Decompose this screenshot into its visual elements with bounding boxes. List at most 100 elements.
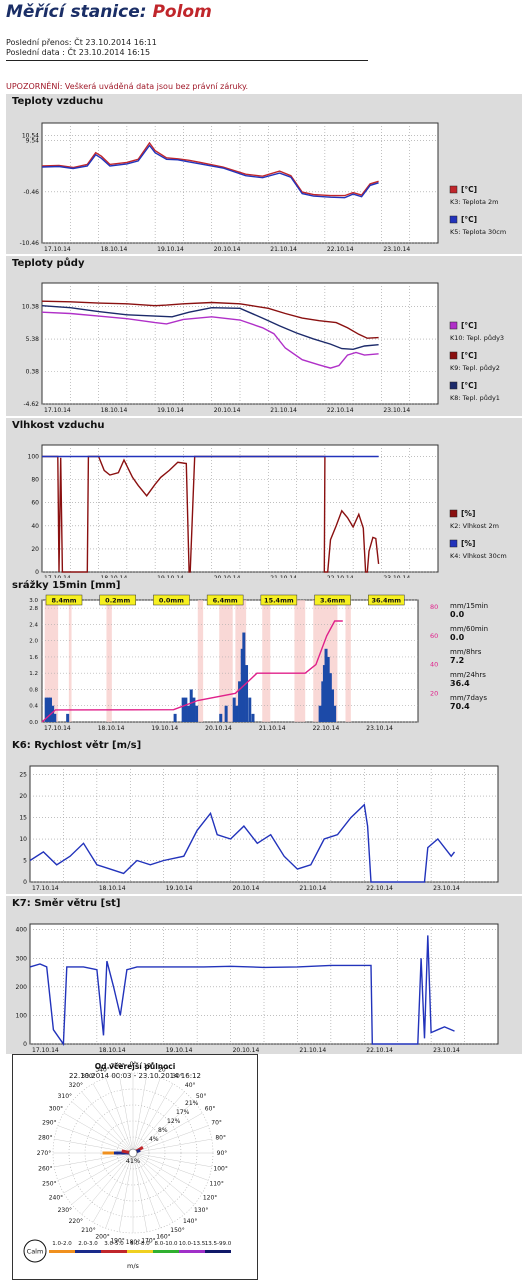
- y-tick-label: 0.0: [29, 720, 38, 726]
- ring-label: 12%: [167, 1118, 181, 1125]
- panel-title: K7: Směr větru [st]: [12, 898, 121, 909]
- calm-label: Calm: [27, 1248, 44, 1256]
- direction-label: 320°: [69, 1082, 83, 1089]
- precip-bar: [240, 648, 244, 722]
- x-tick-label: 22.10.14: [327, 575, 354, 578]
- rose-spoke: [132, 1152, 185, 1215]
- series-line-2: [41, 305, 379, 351]
- direction-label: 30°: [172, 1073, 183, 1080]
- x-tick-label: 18.10.14: [101, 407, 128, 414]
- speed-unit-label: m/s: [127, 1262, 140, 1270]
- direction-label: 230°: [58, 1207, 72, 1214]
- direction-label: 310°: [58, 1093, 72, 1100]
- rose-subtitle: 22.10.2014 00:03 - 23.10.2014 16:12: [69, 1072, 201, 1080]
- direction-label: 90°: [217, 1150, 228, 1157]
- speed-bin-swatch: [75, 1250, 101, 1253]
- panel-title: Vlhkost vzduchu: [12, 420, 105, 431]
- y-tick-label: 15: [19, 815, 27, 822]
- rose-spoke: [54, 1152, 134, 1168]
- x-tick-label: 17.10.14: [44, 725, 71, 732]
- direction-label: 130°: [194, 1207, 208, 1214]
- x-tick-label: 19.10.14: [166, 885, 193, 892]
- stat-label: mm/60min: [450, 625, 488, 633]
- wind-rose-box: Od včerejší půlnoci 22.10.2014 00:03 - 23…: [12, 1054, 258, 1280]
- precip-bar: [224, 705, 228, 722]
- speed-bin-swatch: [179, 1250, 205, 1253]
- daily-total-box: [45, 594, 83, 606]
- speed-bin-swatch: [101, 1250, 127, 1253]
- panel-humidity: Vlhkost vzduchu 17.10.14 18.10.14 19.10.14…: [6, 418, 522, 578]
- rose-spoke: [54, 1138, 134, 1154]
- daily-total-box: [206, 594, 244, 606]
- rain-period-band: [68, 600, 72, 722]
- precip-bar: [251, 713, 255, 722]
- ring-label: 21%: [185, 1100, 199, 1107]
- y-tick-label: 5: [23, 858, 27, 865]
- precip-bar: [318, 705, 322, 722]
- precip-bar: [51, 705, 55, 722]
- legend-unit: [°C]: [461, 321, 477, 330]
- legend-swatch: [449, 215, 458, 224]
- precip-bar: [53, 713, 57, 722]
- precip-bar: [328, 673, 332, 722]
- rain-period-band: [345, 600, 351, 722]
- panel-title: srážky 15min [mm]: [12, 580, 121, 591]
- legend-swatch: [449, 381, 458, 390]
- x-tick-label: 22.10.14: [366, 1047, 393, 1054]
- direction-label: 140°: [183, 1218, 197, 1225]
- x-tick-label: 22.10.14: [327, 407, 354, 414]
- legend-unit: [%]: [461, 539, 475, 548]
- rose-spoke: [57, 1152, 134, 1181]
- panel-soil-temp: Teploty půdy 17.10.14 18.10.14 19.10.14 20.…: [6, 256, 522, 416]
- daily-total-label: 6.4mm: [213, 597, 238, 605]
- rose-spoke: [71, 1152, 134, 1205]
- rose-spoke: [81, 1091, 134, 1154]
- direction-label: 120°: [203, 1195, 217, 1202]
- precip-bar: [66, 713, 70, 722]
- y-tick-label: 3.0: [29, 598, 38, 604]
- wind-speed-chart: 17.10.14 18.10.14 19.10.14 20.10.14 21.10.14…: [19, 765, 499, 892]
- precip-bar: [248, 697, 252, 722]
- x-tick-label: 18.10.14: [101, 246, 128, 253]
- precip-bar: [322, 665, 326, 722]
- precip-bar: [184, 697, 188, 722]
- y-tick-label: 0.38: [26, 369, 40, 376]
- y-tick-label: 10.38: [22, 304, 39, 311]
- legend-label: K8: Tepl. půdy1: [450, 394, 500, 402]
- precip-bar: [324, 648, 328, 722]
- speed-bin-label: 13.5-99.0: [205, 1241, 232, 1247]
- panel-wind-speed: K6: Rychlost větr [m/s] 17.10.14 18.10.14…: [6, 738, 522, 894]
- x-tick-label: 22.10.14: [366, 885, 393, 892]
- y-tick-label: 20: [31, 546, 39, 553]
- rain-period-band: [294, 600, 306, 722]
- speed-bin-swatch: [49, 1250, 75, 1253]
- speed-bin-label: 5.0-8.0: [130, 1241, 150, 1247]
- rose-spoke: [92, 1083, 134, 1154]
- legal-warning: UPOZORNĚNÍ: Veškerá uváděná data jsou be…: [6, 82, 249, 91]
- legend-swatch: [449, 509, 458, 518]
- y-tick-label: 0: [23, 1041, 27, 1048]
- direction-label: 150°: [170, 1227, 184, 1234]
- precip-bar: [173, 713, 177, 722]
- daily-total-label: 8.4mm: [51, 597, 76, 605]
- precip-bar: [235, 705, 239, 722]
- x-tick-label: 18.10.14: [98, 725, 125, 732]
- rose-spoke: [57, 1125, 134, 1154]
- rose-spoke: [71, 1101, 134, 1154]
- rose-spoke: [81, 1152, 134, 1215]
- humidity-chart: 17.10.14 18.10.14 19.10.14 20.10.14 21.10.14…: [28, 444, 507, 578]
- rose-spoke: [118, 1074, 134, 1154]
- y-tick-label: 2.4: [29, 622, 38, 628]
- x-tick-label: 19.10.14: [157, 575, 184, 578]
- y-tick-label: 20: [19, 793, 27, 800]
- rose-spoke: [132, 1152, 174, 1223]
- series-line-1: [41, 300, 379, 339]
- rose-spoke: [132, 1138, 212, 1154]
- y2-tick-label: 20: [430, 689, 438, 697]
- daily-total-box: [153, 594, 190, 606]
- y-tick-label: -4.62: [23, 401, 39, 408]
- y-tick-label: 0: [23, 879, 27, 886]
- stat-value: 70.4: [450, 702, 470, 711]
- y-tick-label: 25: [19, 772, 27, 779]
- precip-bar: [187, 705, 191, 722]
